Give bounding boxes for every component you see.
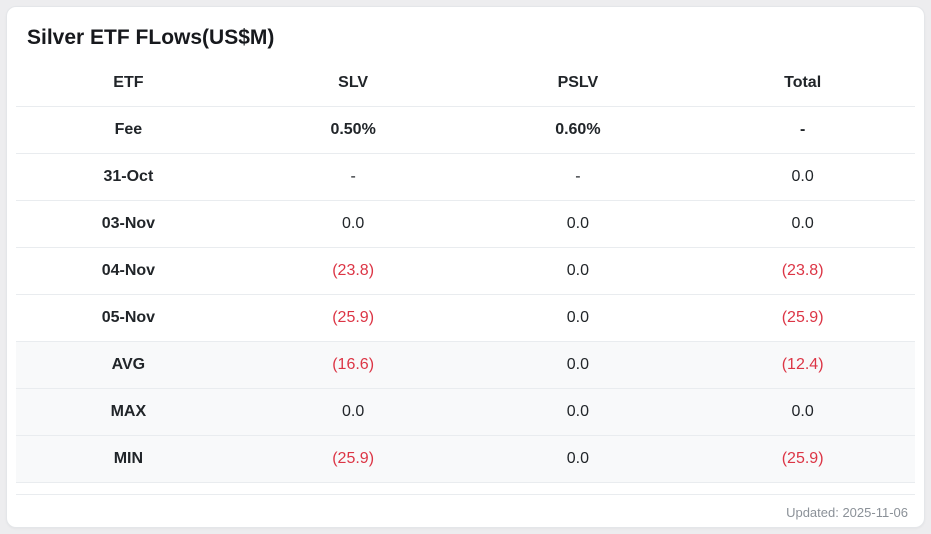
total-cell: (12.4): [690, 341, 915, 390]
slv-cell: (16.6): [240, 341, 466, 390]
row-label-cell: 31-Oct: [16, 153, 241, 202]
updated-timestamp: Updated: 2025-11-06: [786, 505, 908, 521]
pslv-cell: 0.0: [465, 247, 691, 296]
pslv-cell: 0.0: [465, 388, 691, 437]
slv-cell: -: [240, 153, 466, 202]
table-row-avg: AVG (16.6) 0.0 (12.4): [16, 341, 915, 390]
col-header-total: Total: [690, 60, 915, 108]
slv-cell: (25.9): [240, 294, 466, 343]
table-row-31-oct: 31-Oct - - 0.0: [16, 153, 915, 202]
slv-cell: (23.8): [240, 247, 466, 296]
total-cell: (23.8): [690, 247, 915, 296]
pslv-cell: -: [465, 153, 691, 202]
table-row-min: MIN (25.9) 0.0 (25.9): [16, 435, 915, 484]
col-header-pslv: PSLV: [465, 60, 691, 108]
col-header-etf: ETF: [16, 60, 241, 108]
row-label-cell: 04-Nov: [16, 247, 241, 296]
pslv-cell: 0.0: [465, 294, 691, 343]
pslv-cell: 0.0: [465, 435, 691, 484]
slv-cell: (25.9): [240, 435, 466, 484]
card-footer: Updated: 2025-11-06: [16, 494, 915, 522]
pslv-cell: 0.0: [465, 341, 691, 390]
table-row-fee: Fee 0.50% 0.60% -: [16, 106, 915, 155]
table-row-04-nov: 04-Nov (23.8) 0.0 (23.8): [16, 247, 915, 296]
table-row-max: MAX 0.0 0.0 0.0: [16, 388, 915, 437]
etf-flows-table: ETF SLV PSLV Total Fee 0.50% 0.60% - 31-…: [16, 60, 915, 484]
table-row-05-nov: 05-Nov (25.9) 0.0 (25.9): [16, 294, 915, 343]
row-label-cell: 05-Nov: [16, 294, 241, 343]
row-label-cell: MIN: [16, 435, 241, 484]
slv-cell: 0.0: [240, 388, 466, 437]
total-cell: 0.0: [690, 388, 915, 437]
total-cell: -: [690, 106, 915, 155]
col-header-slv: SLV: [240, 60, 466, 108]
total-cell: 0.0: [690, 200, 915, 249]
slv-cell: 0.50%: [240, 106, 466, 155]
slv-cell: 0.0: [240, 200, 466, 249]
total-cell: 0.0: [690, 153, 915, 202]
row-label-cell: MAX: [16, 388, 241, 437]
total-cell: (25.9): [690, 435, 915, 484]
row-label-cell: AVG: [16, 341, 241, 390]
pslv-cell: 0.0: [465, 200, 691, 249]
pslv-cell: 0.60%: [465, 106, 691, 155]
page-title: Silver ETF FLows(US$M): [27, 26, 275, 49]
row-label-cell: 03-Nov: [16, 200, 241, 249]
row-label-cell: Fee: [16, 106, 241, 155]
total-cell: (25.9): [690, 294, 915, 343]
table-row-03-nov: 03-Nov 0.0 0.0 0.0: [16, 200, 915, 249]
table-header-row: ETF SLV PSLV Total: [16, 60, 915, 108]
etf-flows-card: Silver ETF FLows(US$M) ETF SLV PSLV Tota…: [6, 6, 925, 528]
